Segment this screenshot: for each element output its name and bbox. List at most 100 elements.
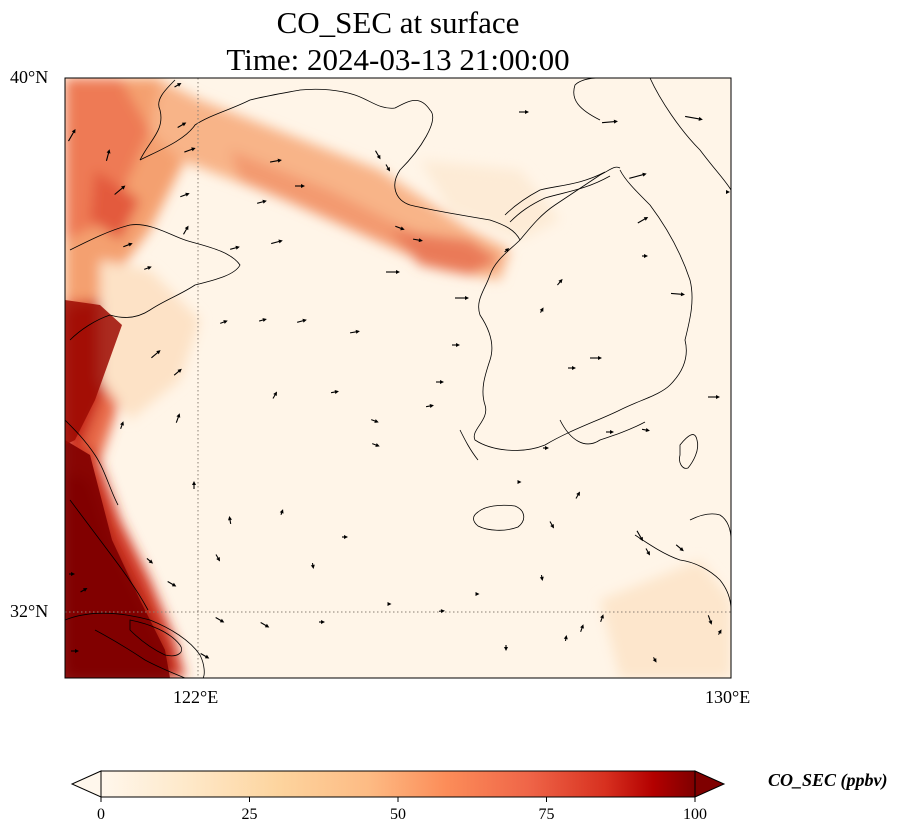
wind-arrow: [637, 217, 649, 224]
wind-arrow: [319, 620, 325, 624]
wind-arrow: [342, 535, 348, 539]
wind-arrow: [580, 624, 584, 632]
colorbar-tick-50: 50: [390, 806, 406, 823]
wind-arrow: [606, 430, 614, 434]
wind-arrow: [549, 521, 554, 529]
wind-arrow: [670, 292, 685, 297]
wind-arrow: [69, 572, 75, 576]
wind-arrow: [436, 380, 444, 384]
wind-arrow: [387, 602, 392, 606]
wind-arrow: [279, 509, 284, 516]
wind-arrow: [257, 199, 267, 204]
wind-arrow: [425, 404, 434, 408]
colorbar-tick-25: 25: [241, 806, 258, 823]
wind-arrow: [629, 172, 647, 179]
wind-arrow: [71, 649, 79, 653]
wind-arrow: [636, 530, 643, 542]
wind-arrow: [717, 629, 722, 635]
wind-arrow: [271, 239, 283, 245]
map-time-subtitle: Time: 2024-03-13 21:00:00: [226, 42, 570, 77]
wind-arrow: [68, 128, 76, 142]
wind-arrow: [184, 147, 196, 153]
wind-arrow: [144, 266, 152, 270]
colorbar-tick-75: 75: [538, 806, 555, 823]
wind-arrow: [174, 83, 182, 88]
wind-arrow: [269, 158, 282, 163]
wind-arrow: [517, 480, 522, 484]
wind-arrow: [230, 245, 240, 250]
wind-arrow: [120, 421, 124, 429]
wind-arrow: [220, 320, 228, 324]
wind-arrow: [452, 343, 460, 347]
wind-arrow: [475, 592, 480, 596]
colorbar: [70, 770, 726, 802]
wind-arrow: [504, 645, 508, 651]
wind-vectors: [68, 83, 730, 663]
concentration-field: [65, 78, 731, 678]
wind-arrow: [375, 150, 381, 160]
wind-arrow: [641, 428, 650, 432]
wind-arrow: [601, 119, 618, 124]
coastline: [65, 78, 731, 678]
colorbar-tick-0: 0: [97, 806, 105, 823]
colorbar-tick-100: 100: [683, 806, 707, 823]
wind-arrow: [385, 164, 390, 172]
wind-arrow: [590, 356, 602, 360]
lat-label-32n: 32°N: [10, 601, 49, 621]
wind-arrow: [726, 190, 730, 194]
wind-arrow: [192, 481, 196, 489]
wind-arrow: [563, 635, 568, 642]
wind-arrow: [543, 446, 549, 450]
wind-arrow: [349, 329, 360, 334]
wind-arrow: [372, 443, 380, 447]
wind-arrow: [215, 617, 225, 623]
wind-arrow: [519, 110, 529, 114]
wind-arrow: [386, 270, 400, 274]
wind-arrow: [371, 419, 379, 423]
wind-arrow: [146, 558, 154, 564]
wind-arrow: [123, 242, 133, 248]
map-frame: [64, 77, 732, 679]
wind-arrow: [272, 391, 277, 399]
wind-arrow: [200, 653, 210, 659]
wind-arrow: [105, 149, 111, 161]
lon-label-122e: 122°E: [173, 687, 219, 707]
wind-arrow: [167, 581, 177, 587]
wind-arrow: [258, 318, 267, 322]
colorbar-label: CO_SEC (ppbv): [768, 770, 888, 790]
wind-arrow: [151, 350, 161, 359]
wind-arrow: [297, 318, 307, 323]
wind-arrow: [557, 278, 563, 286]
wind-arrow: [395, 225, 405, 231]
wind-arrow: [177, 122, 187, 128]
wind-arrow: [80, 588, 88, 593]
wind-arrow: [645, 548, 650, 556]
gridlines: [65, 78, 731, 678]
wind-arrow: [260, 622, 270, 628]
wind-arrow: [675, 544, 684, 552]
lon-label-130e: 130°E: [705, 687, 751, 707]
wind-arrow: [180, 192, 190, 198]
wind-arrow: [568, 366, 576, 370]
wind-arrow: [455, 296, 469, 300]
wind-arrow: [183, 225, 189, 235]
wind-arrow: [685, 115, 703, 121]
wind-arrow: [438, 609, 445, 614]
wind-arrow: [504, 248, 510, 253]
wind-arrow: [600, 614, 604, 622]
wind-arrow: [310, 562, 315, 569]
wind-arrow: [175, 413, 181, 423]
wind-arrow: [575, 491, 580, 499]
wind-arrow: [295, 184, 305, 188]
lat-label-40n: 40°N: [10, 67, 49, 87]
wind-arrow: [114, 185, 126, 195]
wind-arrow: [539, 574, 544, 581]
wind-arrow: [215, 554, 220, 562]
wind-arrow: [412, 238, 423, 243]
wind-arrow: [708, 395, 720, 399]
wind-arrow: [173, 368, 182, 376]
map-title: CO_SEC at surface: [276, 5, 520, 40]
wind-arrow: [330, 390, 339, 394]
wind-arrow: [228, 516, 232, 525]
